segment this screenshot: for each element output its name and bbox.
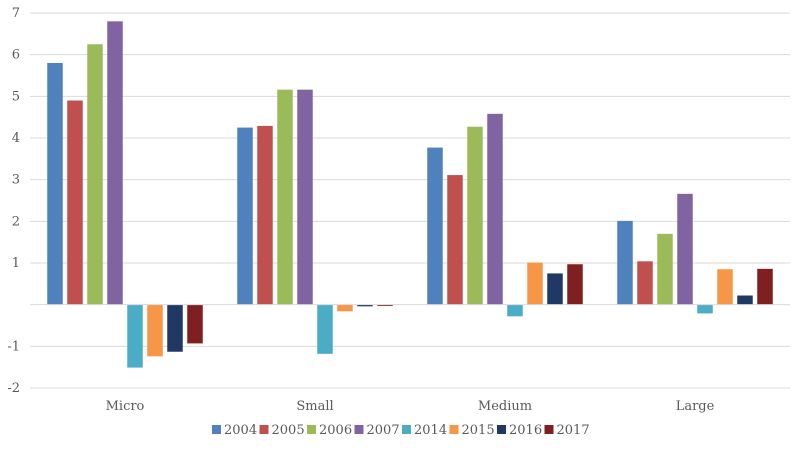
y-tick-label: 2 <box>12 214 20 229</box>
legend-label-2004: 2004 <box>224 423 257 438</box>
legend-swatch-2014 <box>402 425 411 434</box>
legend-label-2016: 2016 <box>509 423 542 438</box>
legend-swatch-2007 <box>354 425 364 434</box>
legend-swatch-2017 <box>544 425 554 434</box>
bar-2014-medium <box>507 304 523 317</box>
category-labels: Micro Small Medium Large <box>106 399 715 414</box>
legend-label-2017: 2017 <box>557 423 590 438</box>
category-label: Micro <box>106 399 145 414</box>
bar-2005-medium <box>447 175 463 305</box>
bar-2006-medium <box>467 126 483 305</box>
bar-2005-micro <box>67 100 83 305</box>
legend-swatch-2016 <box>497 425 506 434</box>
bar-2015-large <box>717 269 733 305</box>
bar-2016-small <box>357 304 373 307</box>
legend-label-2015: 2015 <box>462 423 495 438</box>
bar-2005-large <box>637 261 653 305</box>
bar-2014-small <box>317 304 333 354</box>
category-label: Large <box>676 399 715 414</box>
bar-2015-medium <box>527 262 543 305</box>
category-label: Medium <box>478 399 532 414</box>
y-tick-label: 1 <box>12 256 20 271</box>
bar-2004-micro <box>47 63 63 305</box>
legend-swatch-2005 <box>259 425 269 434</box>
legend-label-2007: 2007 <box>367 423 400 438</box>
bar-2017-micro <box>187 304 203 344</box>
bar-2005-small <box>257 125 273 305</box>
y-tick-label: 6 <box>12 48 20 63</box>
bar-2017-large <box>757 268 773 305</box>
legend-swatch-2015 <box>449 425 459 434</box>
bar-2007-small <box>297 89 313 305</box>
bar-2006-small <box>277 89 293 305</box>
bar-2015-small <box>337 304 353 312</box>
bar-2004-medium <box>427 147 443 305</box>
gridlines <box>30 12 790 389</box>
y-axis-tick-labels: -2 -1 1 2 3 4 5 6 7 <box>7 6 20 396</box>
bar-2016-large <box>737 295 753 305</box>
bar-2017-small <box>377 304 393 306</box>
legend: 2004 2005 2006 2007 2014 2015 2016 2017 <box>212 423 590 438</box>
legend-swatch-2004 <box>212 425 221 434</box>
bar-2014-micro <box>127 304 143 368</box>
bar-2015-micro <box>147 304 163 357</box>
y-tick-label: -1 <box>7 339 20 354</box>
bar-2016-micro <box>167 304 183 352</box>
bars <box>47 21 773 368</box>
category-label: Small <box>296 399 333 414</box>
bar-2017-medium <box>567 264 583 305</box>
bar-2004-small <box>237 127 253 305</box>
bar-2007-large <box>677 193 693 305</box>
legend-label-2005: 2005 <box>272 423 305 438</box>
y-tick-label: 7 <box>12 6 20 21</box>
legend-label-2014: 2014 <box>414 423 447 438</box>
bar-2004-large <box>617 220 633 305</box>
bar-2007-micro <box>107 21 123 305</box>
bar-2014-large <box>697 304 713 314</box>
legend-swatch-2006 <box>307 425 316 434</box>
bar-2006-large <box>657 233 673 305</box>
legend-label-2006: 2006 <box>319 423 352 438</box>
y-tick-label: -2 <box>7 381 20 396</box>
bar-2006-micro <box>87 44 103 305</box>
bar-2016-medium <box>547 273 563 305</box>
y-tick-label: 4 <box>12 131 20 146</box>
y-tick-label: 5 <box>12 89 20 104</box>
bar-2007-medium <box>487 113 503 305</box>
y-tick-label: 3 <box>12 173 20 188</box>
